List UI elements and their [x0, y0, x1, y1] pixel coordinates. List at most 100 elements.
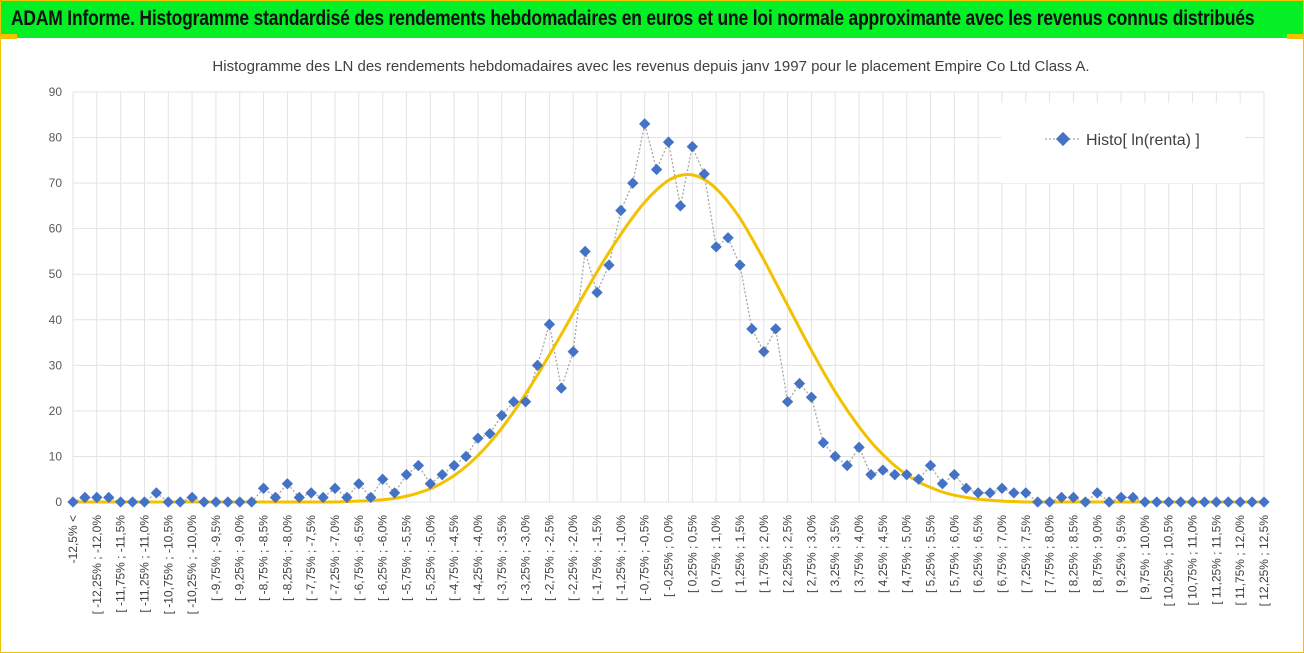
x-tick-label: [ -3,25% ; -3,0% — [519, 515, 533, 601]
x-tick-label: [ 12,25% ; 12,5% — [1257, 515, 1271, 607]
x-tick-label: [ 1,75% ; 2,0% — [757, 515, 771, 593]
x-tick-label: [ -1,25% ; -1,0% — [614, 515, 628, 601]
x-tick-label: [ 0,75% ; 1,0% — [709, 515, 723, 593]
histogram-point — [424, 478, 436, 490]
x-tick-label: [ 9,25% ; 9,5% — [1114, 515, 1128, 593]
histogram-point — [460, 450, 472, 463]
x-tick-label: [ 6,75% ; 7,0% — [995, 515, 1009, 593]
x-tick-label: [ -2,25% ; -2,0% — [566, 515, 580, 601]
x-tick-label: [ 0,25% ; 0,5% — [685, 515, 699, 593]
x-tick-label: [ 3,75% ; 4,0% — [852, 515, 866, 593]
histogram-point — [1139, 496, 1151, 508]
banner-corner-right — [1287, 34, 1303, 39]
histogram-point — [805, 391, 818, 403]
y-tick-label: 80 — [49, 131, 63, 145]
histogram-point — [627, 177, 639, 189]
y-tick-label: 20 — [49, 404, 63, 418]
histogram-point — [758, 346, 770, 358]
histogram-point — [1032, 496, 1044, 508]
y-tick-label: 30 — [49, 358, 63, 372]
y-tick-label: 90 — [49, 85, 63, 99]
histogram-point — [615, 204, 627, 217]
histogram-point — [972, 487, 984, 499]
histogram-point — [365, 491, 377, 504]
x-tick-label: [ 5,75% ; 6,0% — [947, 515, 961, 593]
histogram-point — [579, 245, 591, 258]
histogram-point — [1246, 496, 1258, 508]
y-tick-label: 10 — [49, 449, 63, 463]
x-tick-label: [ 10,25% ; 10,5% — [1162, 515, 1176, 607]
histogram-point — [984, 487, 996, 499]
histogram-point — [1163, 496, 1175, 508]
histogram-point — [436, 469, 448, 481]
histogram-point — [448, 459, 460, 472]
x-tick-label: [ -8,25% ; -8,0% — [280, 515, 294, 601]
x-tick-label: [ 2,75% ; 3,0% — [804, 515, 818, 593]
y-tick-label: 40 — [49, 313, 63, 327]
x-tick-label: [ 7,25% ; 7,5% — [1019, 515, 1033, 593]
histogram-point — [901, 469, 913, 481]
histogram-point — [734, 259, 746, 271]
x-tick-label: [ -10,75% ; -10,5% — [161, 515, 175, 615]
x-tick-label: [ -11,25% ; -11,0% — [137, 515, 151, 613]
histogram-point — [234, 496, 246, 508]
histogram-point — [138, 496, 151, 508]
legend-box — [1001, 103, 1245, 183]
x-tick-label: [ -4,25% ; -4,0% — [471, 515, 485, 601]
histogram-point — [770, 323, 782, 335]
histogram-point — [686, 141, 698, 153]
x-tick-label: [ 8,75% ; 9,0% — [1090, 515, 1104, 593]
histogram-point — [1020, 487, 1032, 499]
histogram-point — [257, 482, 270, 494]
histogram-point — [1091, 487, 1103, 499]
x-tick-label: [ -5,75% ; -5,5% — [399, 515, 413, 601]
histogram-point — [936, 478, 949, 490]
histogram-point — [781, 396, 794, 408]
banner-corner-left — [1, 34, 17, 39]
histogram-point — [1115, 491, 1127, 504]
x-axis: -12,5% < [ -12,25% ; -12,0% [ -11,75% ; -1… — [66, 515, 1271, 615]
histogram-point — [484, 428, 496, 440]
histogram-point — [662, 136, 675, 148]
x-tick-label: [ 3,25% ; 3,5% — [828, 515, 842, 593]
histogram-point — [841, 459, 853, 472]
legend-marker-icon — [1055, 131, 1071, 147]
histogram-point — [531, 359, 544, 371]
histogram-point — [996, 482, 1008, 494]
x-tick-label: [ -11,75% ; -11,5% — [114, 515, 128, 613]
histogram-point — [1079, 496, 1092, 508]
x-tick-label: [ -12,25% ; -12,0% — [90, 515, 104, 615]
histogram-point — [329, 482, 341, 494]
x-tick-label: [ -9,25% ; -9,0% — [233, 515, 247, 601]
histogram-point — [793, 377, 806, 390]
x-tick-label: [ 7,75% ; 8,0% — [1043, 515, 1057, 593]
x-tick-label: [ -10,25% ; -10,0% — [185, 515, 199, 615]
histogram-point — [639, 118, 651, 130]
histogram-point — [555, 382, 567, 394]
title-banner: ADAM Informe. Histogramme standardisé de… — [1, 1, 1303, 38]
histogram-point — [1008, 487, 1020, 499]
x-tick-label: [ 8,25% ; 8,5% — [1066, 515, 1080, 593]
histogram-point — [341, 491, 353, 504]
histogram-point — [698, 168, 710, 180]
histogram-point — [746, 323, 758, 335]
banner-title: ADAM Informe. Histogramme standardisé de… — [11, 7, 1255, 30]
x-tick-label: [ -7,75% ; -7,5% — [304, 515, 318, 601]
histogram-point — [305, 487, 317, 499]
histogram-point — [722, 232, 734, 244]
histogram-point — [508, 396, 520, 408]
histogram-point — [865, 469, 877, 481]
x-tick-label: [ -0,75% ; -0,5% — [638, 515, 652, 601]
histogram-point — [829, 450, 841, 463]
histogram-point — [519, 396, 532, 408]
histogram-point — [472, 432, 484, 444]
x-tick-label: [ -6,75% ; -6,5% — [352, 515, 366, 601]
histogram-point — [710, 241, 722, 253]
x-tick-label: [ 6,25% ; 6,5% — [971, 515, 985, 593]
histogram-point — [186, 491, 198, 504]
histogram-point — [1151, 496, 1163, 508]
histogram-point — [317, 491, 329, 504]
histogram-point — [924, 459, 937, 472]
histogram-point — [1234, 496, 1246, 508]
